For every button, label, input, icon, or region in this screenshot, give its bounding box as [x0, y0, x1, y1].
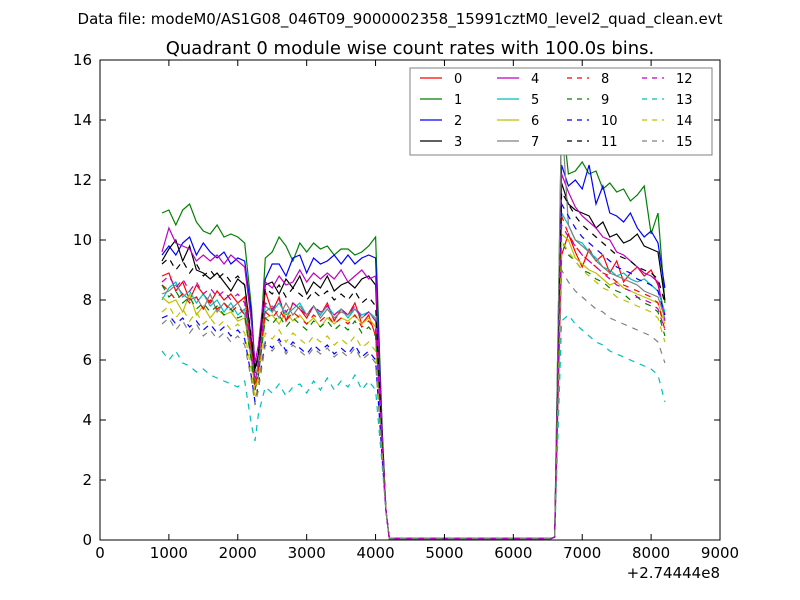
y-tick-label: 0 [82, 531, 92, 549]
chart-suptitle: Data file: modeM0/AS1G08_046T09_90000023… [78, 10, 723, 29]
x-tick-label: 4000 [356, 544, 394, 562]
y-tick-label: 8 [82, 291, 92, 309]
legend-label-3: 3 [454, 135, 462, 150]
series-line-3 [161, 182, 666, 540]
legend-label-0: 0 [454, 72, 462, 87]
series-line-8 [161, 215, 666, 540]
legend-label-14: 14 [676, 114, 693, 129]
legend-label-12: 12 [676, 72, 693, 87]
legend-label-15: 15 [676, 135, 693, 150]
x-offset-label: +2.74444e8 [627, 564, 720, 582]
legend-label-13: 13 [676, 93, 693, 108]
legend-label-10: 10 [601, 114, 618, 129]
series-line-1 [161, 110, 666, 540]
legend-label-7: 7 [531, 135, 539, 150]
y-tick-label: 16 [73, 51, 92, 69]
x-tick-label: 8000 [632, 544, 670, 562]
y-tick-label: 4 [82, 411, 92, 429]
x-tick-label: 0 [95, 544, 105, 562]
ticks-layer: 0 1000 2000 3000 4000 5000 6000 7000 8000 9000 0 2 4… [73, 51, 739, 562]
series-line-2 [161, 164, 666, 540]
series-line-13 [161, 314, 666, 540]
series-line-10 [161, 201, 666, 540]
x-tick-label: 1000 [150, 544, 188, 562]
plot-frame [99, 59, 721, 541]
legend-label-11: 11 [601, 135, 618, 150]
series-line-12 [161, 222, 666, 540]
legend-label-4: 4 [531, 72, 539, 87]
chart-title: Quadrant 0 module wise count rates with … [166, 38, 655, 59]
y-tick-label: 6 [82, 351, 92, 369]
legend-box [409, 67, 713, 156]
legend-label-9: 9 [601, 93, 609, 108]
x-tick-label: 2000 [219, 544, 257, 562]
legend-label-8: 8 [601, 72, 609, 87]
legend-label-1: 1 [454, 93, 462, 108]
legend-label-2: 2 [454, 114, 462, 129]
series-line-11 [161, 189, 666, 540]
y-tick-label: 10 [73, 231, 92, 249]
y-tick-label: 12 [73, 171, 92, 189]
x-tick-label: 3000 [288, 544, 326, 562]
series-layer [161, 110, 666, 540]
legend-label-6: 6 [531, 114, 539, 129]
x-tick-label: 6000 [494, 544, 532, 562]
y-tick-label: 2 [82, 471, 92, 489]
series-line-14 [161, 237, 666, 540]
series-line-15 [161, 267, 666, 540]
series-line-4 [161, 173, 666, 540]
legend-label-5: 5 [531, 93, 539, 108]
x-tick-label: 5000 [425, 544, 463, 562]
y-tick-label: 14 [73, 111, 92, 129]
x-tick-label: 9000 [701, 544, 739, 562]
x-tick-label: 7000 [563, 544, 601, 562]
